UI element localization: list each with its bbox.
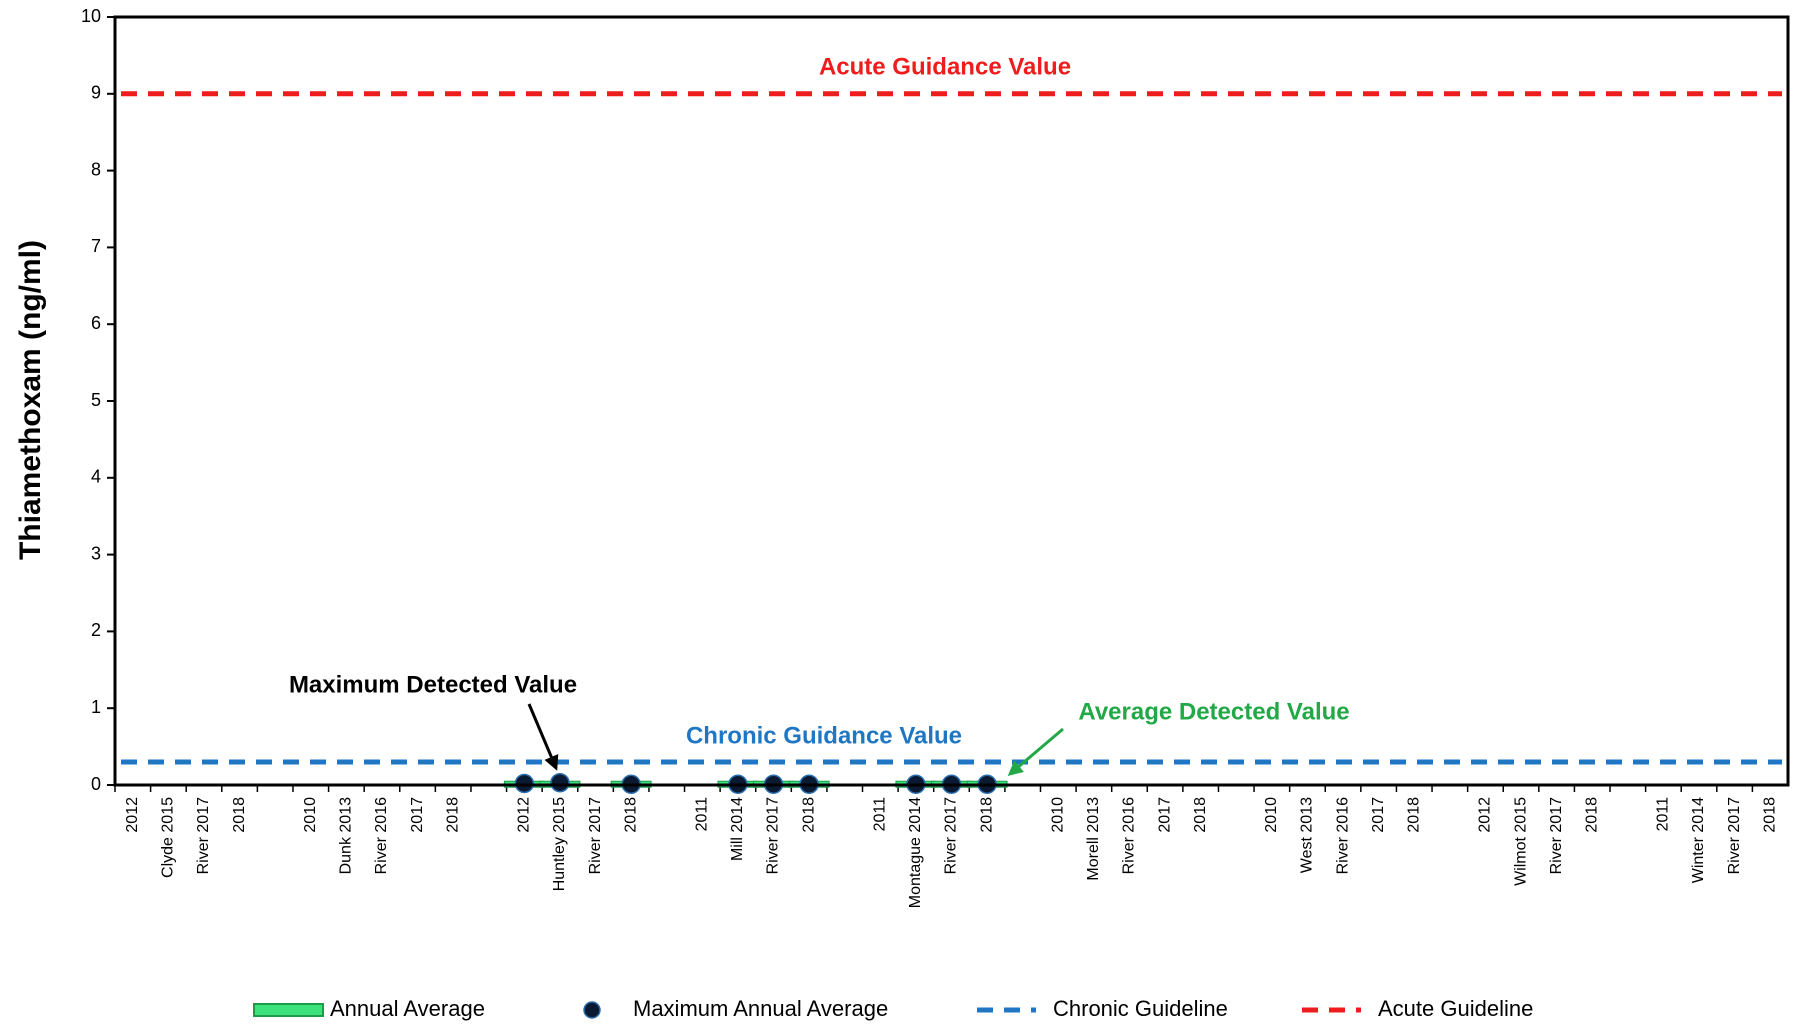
legend-swatch [583,1001,601,1019]
x-tick-label: River 2017 [943,797,960,874]
y-tick-label: 2 [91,620,101,640]
legend-swatch [253,1003,324,1017]
x-tick-label: Clyde 2015 [160,797,177,878]
max-annual-average [550,772,570,793]
guideline-label: Chronic Guidance Value [686,722,962,749]
x-tick-label: 2018 [1192,797,1209,833]
x-tick-label: 2010 [1050,797,1067,833]
annotation-arrow [1007,727,1064,776]
x-tick-label: Dunk 2013 [338,797,355,874]
x-tick-label: 2012 [124,797,141,833]
x-tick-label: 2018 [800,797,817,833]
x-tick-label: 2018 [444,797,461,833]
x-tick-label: 2011 [1655,797,1672,832]
x-tick-label: 2010 [302,797,319,833]
y-tick-label: 9 [91,83,101,103]
x-tick-label: 2011 [872,797,889,832]
x-tick-label: 2018 [231,797,248,833]
x-tick-label: 2012 [516,797,533,833]
x-tick-label: 2017 [1156,797,1173,833]
x-tick-label: River 2017 [195,797,212,874]
x-tick-label: 2017 [409,797,426,833]
x-tick-label: River 2016 [1121,797,1138,874]
x-tick-label: 2011 [694,797,711,832]
y-tick-label: 3 [91,543,101,563]
y-tick-label: 6 [91,313,101,333]
x-tick-label: River 2016 [373,797,390,874]
x-tick-label: 2017 [1370,797,1387,833]
legend-label: Maximum Annual Average [633,996,888,1021]
y-tick-label: 8 [91,159,101,179]
annotation-arrow [527,703,559,771]
guideline-label: Acute Guidance Value [819,53,1071,80]
annotation: Maximum Detected Value [289,671,577,698]
legend-label: Chronic Guideline [1053,996,1228,1021]
x-tick-label: 2018 [622,797,639,833]
x-tick-label: River 2017 [765,797,782,874]
y-tick-label: 5 [91,390,101,410]
y-tick-label: 7 [91,236,101,256]
legend-label: Acute Guideline [1378,996,1533,1021]
x-tick-label: Mill 2014 [729,797,746,861]
x-tick-label: River 2016 [1334,797,1351,874]
y-tick-label: 4 [91,467,101,487]
plot-frame [113,15,1790,787]
y-tick-label: 10 [81,6,101,26]
y-tick-label: 0 [91,774,101,794]
annotation: Average Detected Value [1078,698,1349,725]
x-tick-label: Montague 2014 [907,797,924,908]
y-tick-label: 1 [91,697,101,717]
max-annual-average [514,773,535,794]
x-tick-label: Huntley 2015 [551,797,568,891]
x-tick-label: 2010 [1263,797,1280,833]
x-tick-label: River 2017 [1726,797,1743,874]
x-tick-label: 2018 [978,797,995,833]
x-tick-label: Morell 2013 [1085,797,1102,881]
legend-label: Annual Average [330,996,485,1021]
x-tick-label: 2018 [1405,797,1422,833]
x-tick-label: 2012 [1477,797,1494,833]
x-tick-label: Winter 2014 [1690,797,1707,883]
x-tick-label: Wilmot 2015 [1512,797,1529,886]
x-tick-label: West 2013 [1299,797,1316,873]
y-axis-label: Thiamethoxam (ng/ml) [14,240,47,560]
x-tick-label: 2018 [1583,797,1600,833]
x-tick-label: River 2017 [587,797,604,874]
x-tick-label: River 2017 [1548,797,1565,874]
x-tick-label: 2018 [1761,797,1778,833]
